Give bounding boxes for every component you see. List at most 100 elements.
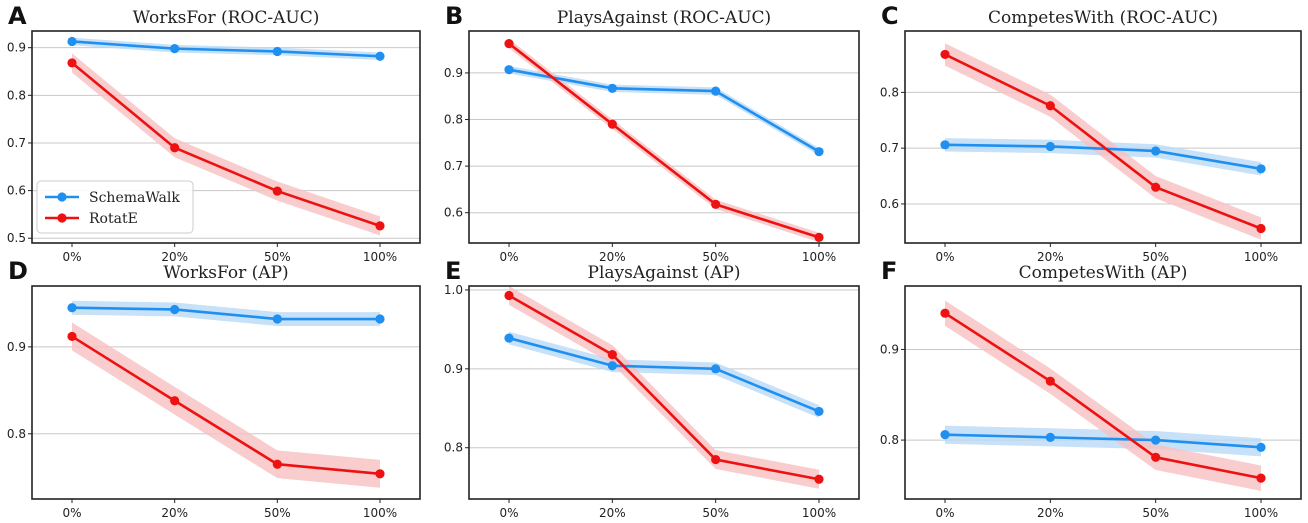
panel-letter: E [445, 257, 461, 285]
schemawalk-point [940, 140, 950, 150]
x-tick-label: 100% [363, 250, 397, 264]
schemawalk-line [508, 336, 820, 413]
schemawalk-point [607, 83, 617, 93]
y-tick-label: 0.6 [7, 184, 26, 198]
y-tick-label: 0.7 [880, 141, 899, 155]
x-tick-label: 50% [1142, 250, 1169, 264]
rotate-point [940, 308, 950, 318]
x-tick-label: 20% [599, 250, 626, 264]
schemawalk-point [504, 65, 514, 75]
rotate-band [509, 286, 819, 489]
y-tick-label: 0.6 [880, 197, 899, 211]
schemawalk-band [945, 138, 1261, 176]
schemawalk-point [711, 86, 721, 96]
y-tick-label: 1.0 [444, 283, 463, 297]
rotate-point [607, 119, 617, 129]
x-tick-label: 50% [1142, 506, 1169, 520]
panel-letter: F [881, 257, 897, 285]
legend: SchemaWalk RotatE [36, 180, 194, 234]
rotate-point [1151, 452, 1161, 462]
panel-d: 0.8 0.9 0% 20% 50% 100% WorksFor (AP) D [7, 257, 421, 520]
schemawalk-point [1256, 164, 1266, 174]
schemawalk-line [508, 68, 820, 153]
rotate-point [711, 454, 721, 465]
rotate-point [67, 58, 77, 68]
x-tick-label: 20% [1037, 506, 1064, 520]
schemawalk-band [509, 331, 819, 418]
panel-title: CompetesWith (ROC-AUC) [988, 8, 1218, 28]
x-tick-label: 100% [802, 250, 836, 264]
schemawalk-point [170, 44, 180, 54]
schemawalk-point [67, 36, 77, 47]
y-tick-label: 0.8 [444, 441, 463, 455]
panel-letter: C [881, 2, 899, 30]
plot-frame [904, 30, 1302, 244]
rotate-point [375, 469, 385, 479]
rotate-band [509, 38, 819, 243]
schemawalk-point [1151, 435, 1161, 445]
rotate-point [1256, 223, 1266, 234]
schemawalk-point [504, 333, 514, 343]
panel-a: 0.5 0.6 0.7 0.8 0.9 0% 20% 50% 100% WorksFor (ROC… [7, 2, 421, 264]
schemawalk-point [814, 406, 824, 417]
y-tick-label: 0.9 [444, 66, 463, 80]
schemawalk-point [814, 147, 824, 157]
schemawalk-point [607, 361, 617, 371]
rotate-point [1045, 376, 1055, 386]
x-tick-label: 0% [62, 506, 81, 520]
x-tick-label: 100% [802, 506, 836, 520]
y-tick-label: 0.9 [7, 41, 26, 55]
y-tick-label: 0.9 [7, 340, 26, 354]
rotate-point [67, 331, 77, 342]
panel-title: CompetesWith (AP) [1019, 263, 1188, 283]
schemawalk-point [67, 303, 77, 313]
rotate-legend-label: RotatE [89, 211, 138, 227]
schemawalk-line [944, 433, 1262, 449]
y-tick-label: 0.7 [444, 159, 463, 173]
rotate-line [944, 53, 1262, 230]
x-tick-label: 50% [264, 250, 291, 264]
plot-frame [904, 285, 1302, 500]
rotate-line [508, 42, 820, 239]
y-tick-label: 0.8 [880, 85, 899, 99]
y-tick-label: 0.8 [7, 427, 26, 441]
panel-letter: D [8, 257, 28, 285]
x-tick-label: 50% [702, 506, 729, 520]
rotate-line [71, 61, 381, 228]
schemawalk-line [944, 143, 1262, 171]
panel-e: 0.8 0.9 1.0 0% 20% 50% 100% PlaysAgainst (AP) E [444, 257, 860, 520]
schemawalk-line [71, 306, 380, 321]
plot-frame [31, 285, 421, 500]
schemawalk-band [945, 425, 1261, 457]
rotate-point [375, 221, 385, 231]
rotate-point [1256, 473, 1266, 483]
panel-c: 0.6 0.7 0.8 0% 20% 50% 100% CompetesWith (ROC-A… [880, 2, 1302, 264]
x-tick-label: 20% [1037, 250, 1064, 264]
schemawalk-point [940, 430, 950, 440]
rotate-line [508, 294, 820, 481]
y-tick-label: 0.8 [7, 88, 26, 102]
rotate-point [1045, 101, 1055, 111]
schemawalk-legend-marker [57, 192, 67, 202]
panel-title: WorksFor (ROC-AUC) [133, 8, 320, 28]
x-tick-label: 20% [599, 506, 626, 520]
schemawalk-legend-label: SchemaWalk [89, 190, 180, 206]
schemawalk-point [1045, 141, 1055, 152]
schemawalk-point [375, 314, 385, 324]
schemawalk-point [375, 51, 385, 61]
x-tick-label: 0% [499, 250, 518, 264]
x-tick-label: 0% [499, 506, 518, 520]
panel-title: PlaysAgainst (ROC-AUC) [557, 8, 771, 28]
rotate-point [1151, 182, 1161, 192]
rotate-point [940, 49, 950, 60]
schemawalk-point [272, 314, 282, 324]
rotate-point [711, 199, 721, 209]
rotate-point [170, 143, 180, 153]
x-tick-label: 0% [62, 250, 81, 264]
schemawalk-point [1045, 432, 1055, 442]
panel-f: 0.8 0.9 0% 20% 50% 100% CompetesWith (AP) F [880, 257, 1302, 520]
x-tick-label: 0% [935, 506, 954, 520]
panel-letter: A [8, 2, 27, 30]
schemawalk-point [170, 304, 180, 315]
schemawalk-point [1151, 146, 1161, 156]
